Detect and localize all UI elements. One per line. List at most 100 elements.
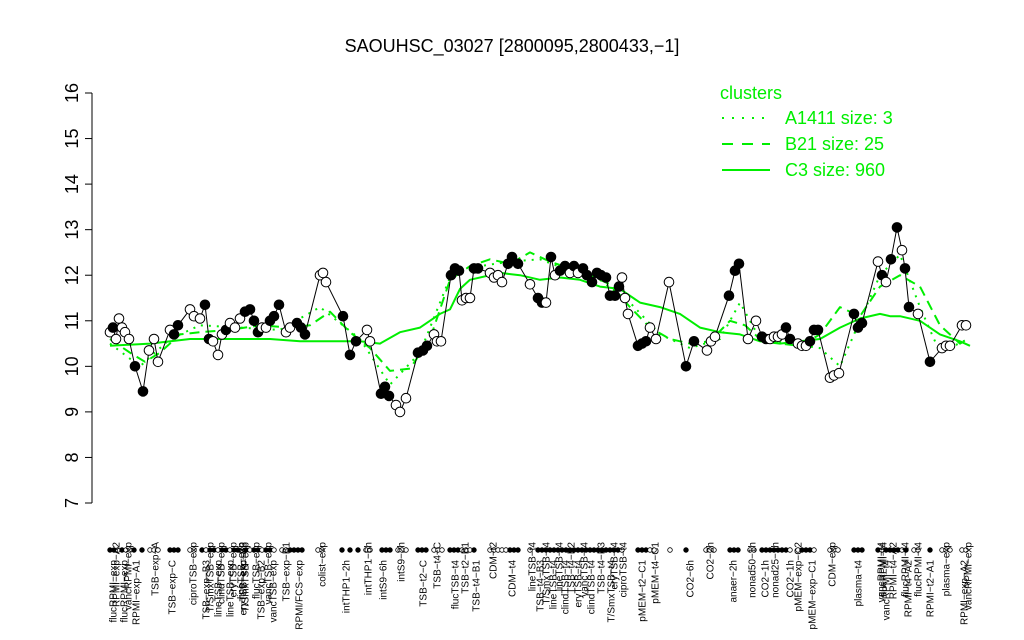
- sample-marker: [903, 547, 909, 553]
- sample-marker: [927, 547, 933, 553]
- x-label-bottom: RPMI−exp−A2: [960, 560, 971, 625]
- data-point: [168, 329, 180, 340]
- x-label-top: lineTSB−t4: [555, 542, 566, 592]
- x-label-top: CDM−exp: [828, 542, 839, 587]
- x-labels-top: RPMI−exp−A2 vancRPMI−exp TSB−exp−A ciproTSB…: [112, 542, 975, 613]
- x-label-top: nonad25−1h: [771, 542, 782, 598]
- sample-marker: [355, 547, 361, 553]
- x-label-top: RPMI−exp−A2: [112, 542, 123, 607]
- sample-markers: [107, 547, 969, 553]
- x-label-bottom: lineTSB−exp: [226, 560, 237, 617]
- x-label-top: TSB−t4−B2: [567, 542, 578, 594]
- data-point: [194, 313, 206, 324]
- x-label-bottom: flucTSB−t4: [451, 560, 462, 610]
- data-point: [344, 349, 356, 361]
- sample-marker: [735, 547, 741, 553]
- cluster-line-solid: [109, 271, 971, 347]
- sample-marker: [619, 547, 625, 553]
- sample-marker: [667, 547, 673, 553]
- data-point: [924, 356, 936, 368]
- data-point: [619, 292, 631, 304]
- x-label-top: flucRPMI−t4: [901, 542, 912, 597]
- data-point: [742, 333, 754, 345]
- legend-entries: A1411 size: 3 B21 size: 25 C3 size: 960: [722, 108, 893, 180]
- x-label-bottom: CO2−1h: [761, 560, 772, 598]
- x-label-bottom: vancTSB−exp: [269, 560, 280, 623]
- x-label-top: ciproTSB−t4: [619, 542, 630, 598]
- data-point: [613, 281, 625, 292]
- sample-marker: [339, 547, 345, 553]
- x-labels-bottom: flucRPMI−exp flucRPMI−exp RPMI−exp−A1 TSB−e…: [109, 560, 971, 630]
- data-point: [812, 324, 824, 336]
- data-point: [780, 322, 792, 333]
- x-label-bottom: pMEM−exp−C1: [808, 560, 819, 630]
- x-label-top: eryTSB−exp: [229, 542, 240, 598]
- x-label-top: TSB−exp−B1: [282, 542, 293, 602]
- data-point: [848, 308, 860, 320]
- data-point: [663, 276, 675, 288]
- x-label-bottom: clindTSB−t4: [561, 560, 572, 615]
- x-label-bottom: RPMI−exp−A1: [132, 560, 143, 625]
- data-point: [123, 333, 135, 345]
- data-points: [104, 222, 972, 418]
- data-point: [880, 276, 892, 288]
- data-point: [512, 258, 524, 270]
- sample-marker: [835, 547, 841, 553]
- x-label-bottom: CO2−1h: [786, 560, 797, 598]
- data-point: [320, 276, 332, 288]
- x-label-top: colist−exp: [318, 542, 329, 587]
- x-label-top: CDM−t2: [489, 542, 500, 579]
- x-label-top: intTHP1−6h: [364, 542, 375, 595]
- y-tick-label: 11: [62, 311, 82, 330]
- sample-marker: [651, 547, 657, 553]
- sample-marker: [527, 547, 533, 553]
- y-tick-label: 12: [62, 265, 82, 285]
- x-label-bottom: lineTSB−t4: [549, 560, 560, 610]
- data-point: [891, 222, 903, 233]
- sample-marker: [859, 547, 865, 553]
- data-point: [199, 299, 211, 311]
- sample-marker: [367, 547, 373, 553]
- sample-marker: [423, 547, 429, 553]
- sample-marker: [811, 547, 817, 553]
- x-label-bottom: RPMI−t4−A2: [904, 560, 915, 618]
- legend: clusters A1411 size: 3 B21 size: 25 C3 siz…: [720, 83, 893, 180]
- sample-marker: [403, 547, 409, 553]
- data-point: [464, 292, 476, 304]
- x-label-top: plasma−exp: [942, 542, 953, 597]
- x-label-top: T/SmxTSB−exp: [206, 542, 217, 613]
- y-tick-label: 14: [62, 174, 82, 194]
- data-point: [229, 322, 241, 333]
- data-point: [299, 329, 311, 340]
- x-label-bottom: TSB−t2−C: [419, 560, 430, 607]
- data-point: [650, 333, 662, 345]
- data-point: [644, 322, 656, 333]
- x-label-top: vancTSB−t4: [580, 542, 591, 597]
- x-label-top: TSB−exp−B3: [239, 542, 250, 602]
- data-point: [680, 361, 692, 372]
- x-label-bottom: RPMI/FCS−exp: [295, 560, 306, 630]
- data-point: [212, 349, 224, 361]
- sample-marker: [439, 547, 445, 553]
- sample-marker: [347, 547, 353, 553]
- chart-title: SAOUHSC_03027 [2800095,2800433,−1]: [345, 36, 680, 57]
- data-point: [152, 356, 164, 368]
- data-point: [896, 244, 908, 256]
- x-label-top: TSB−t2−B1: [461, 542, 472, 594]
- data-point: [856, 317, 868, 329]
- x-label-bottom: T/SmxTSB−t4: [607, 560, 618, 623]
- x-label-top: TSB−exp−A: [151, 542, 162, 596]
- sample-marker: [271, 547, 277, 553]
- data-point: [453, 265, 465, 277]
- y-tick-label: 7: [62, 498, 82, 508]
- data-point: [616, 272, 628, 283]
- data-point: [107, 322, 119, 333]
- data-point: [337, 310, 349, 322]
- sample-marker: [155, 547, 161, 553]
- sample-marker: [787, 547, 793, 553]
- data-point: [701, 345, 713, 356]
- data-point: [379, 381, 391, 393]
- sample-marker: [947, 547, 953, 553]
